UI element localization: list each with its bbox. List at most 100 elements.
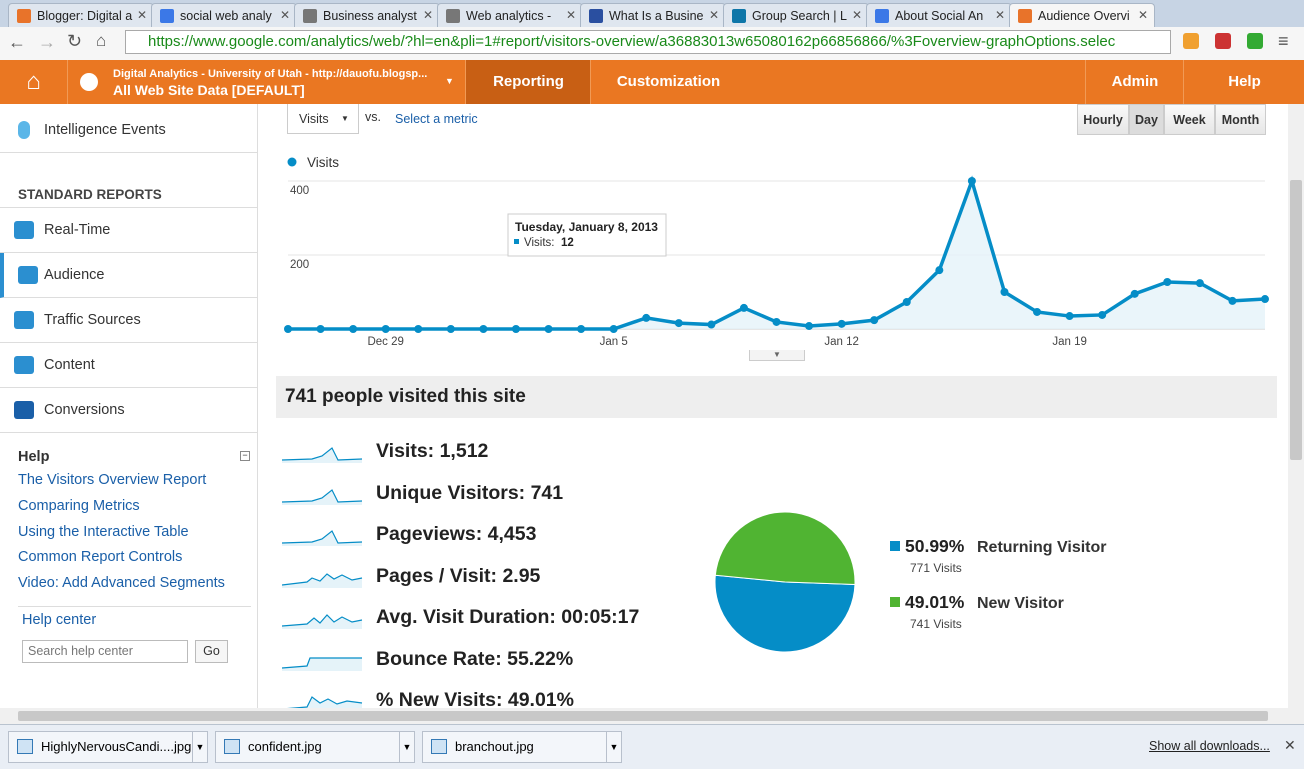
- account-name[interactable]: Digital Analytics - University of Utah -…: [113, 68, 428, 80]
- item-icon: [14, 221, 34, 239]
- extension-icon[interactable]: [1215, 33, 1231, 49]
- help-title: Help: [18, 449, 50, 465]
- tab-close[interactable]: ✕: [708, 8, 719, 22]
- nav-item[interactable]: Admin: [1085, 60, 1184, 104]
- help-link[interactable]: Common Report Controls: [18, 549, 183, 566]
- metric-text: Pages / Visit: 2.95: [376, 564, 541, 587]
- go-button[interactable]: Go: [195, 640, 228, 663]
- tab-favicon: [303, 9, 317, 23]
- back-button[interactable]: ←: [8, 32, 26, 52]
- sidebar-item[interactable]: Content: [0, 343, 257, 388]
- browser-tab[interactable]: Business analyst ✕: [294, 3, 440, 27]
- file-icon: [431, 739, 447, 754]
- sidebar-item[interactable]: Real-Time: [0, 208, 257, 253]
- granularity-button[interactable]: Day: [1129, 104, 1164, 135]
- sidebar-item[interactable]: Traffic Sources: [0, 298, 257, 343]
- search-input[interactable]: Search help center: [22, 640, 188, 663]
- download-menu[interactable]: ▼: [606, 732, 621, 762]
- home-button[interactable]: ⌂: [96, 31, 107, 50]
- item-icon: [14, 401, 34, 419]
- browser-tab[interactable]: Audience Overvi ✕: [1009, 3, 1155, 27]
- close-downloads[interactable]: ✕: [1284, 737, 1296, 753]
- globe-icon: [80, 73, 98, 91]
- metric-text: Avg. Visit Duration: 00:05:17: [376, 606, 640, 628]
- tab-title: social web analy: [180, 9, 272, 23]
- browser-tab[interactable]: Web analytics - ✕: [437, 3, 583, 27]
- granularity-button[interactable]: Week: [1164, 104, 1215, 135]
- item-icon: [14, 311, 34, 329]
- metric-row: % New Visits: 49.01%: [282, 686, 702, 708]
- extension-icon[interactable]: [1183, 33, 1199, 49]
- nav-item[interactable]: Help: [1183, 60, 1304, 104]
- sidebar-item[interactable]: Audience: [0, 253, 257, 298]
- sidebar-item[interactable]: Conversions: [0, 388, 257, 433]
- metric-text: Bounce Rate: 55.22%: [376, 647, 574, 670]
- tab-close[interactable]: ✕: [136, 8, 147, 22]
- help-link[interactable]: Using the Interactive Table: [18, 523, 189, 540]
- tab-favicon: [875, 9, 889, 23]
- item-label: Intelligence Events: [44, 122, 166, 138]
- metric-select[interactable]: Visits ▼: [287, 104, 359, 134]
- file-name: HighlyNervousCandi....jpg: [41, 739, 192, 754]
- tab-title: Group Search | L: [752, 9, 847, 23]
- menu-button[interactable]: ≡: [1278, 31, 1289, 51]
- divider: [0, 207, 257, 208]
- tab-title: What Is a Busine: [609, 9, 704, 23]
- nav-item[interactable]: Customization: [590, 60, 746, 104]
- tab-close[interactable]: ✕: [422, 8, 433, 22]
- scroll-thumb[interactable]: [1290, 180, 1302, 460]
- download-item[interactable]: HighlyNervousCandi....jpg ▼: [8, 731, 208, 763]
- address-bar[interactable]: https://www.google.com/analytics/web/?hl…: [125, 30, 1171, 54]
- tab-close[interactable]: ✕: [279, 8, 290, 22]
- browser-tab[interactable]: What Is a Busine ✕: [580, 3, 726, 27]
- granularity-button[interactable]: Month: [1215, 104, 1266, 135]
- show-all-downloads[interactable]: Show all downloads...: [1149, 739, 1270, 753]
- browser-tab[interactable]: Group Search | L ✕: [723, 3, 869, 27]
- browser-tab[interactable]: social web analy ✕: [151, 3, 297, 27]
- tab-close[interactable]: ✕: [565, 8, 576, 22]
- profile-name[interactable]: All Web Site Data [DEFAULT]: [113, 82, 305, 98]
- scroll-thumb[interactable]: [18, 711, 1268, 721]
- item-label: Traffic Sources: [44, 312, 141, 328]
- metric-text: Pageviews: 4,453: [376, 523, 537, 545]
- tab-close[interactable]: ✕: [1137, 8, 1148, 22]
- tab-favicon: [589, 9, 603, 23]
- collapse-icon[interactable]: −: [240, 451, 250, 461]
- tab-close[interactable]: ✕: [851, 8, 862, 22]
- item-icon: [18, 266, 38, 284]
- metric-row: Visits: 1,512: [282, 437, 702, 467]
- home-icon[interactable]: ⌂: [0, 60, 68, 104]
- sidebar-item[interactable]: Intelligence Events: [0, 108, 257, 153]
- help-link[interactable]: The Visitors Overview Report: [18, 472, 207, 488]
- help-center-link[interactable]: Help center: [22, 612, 97, 628]
- download-item[interactable]: branchout.jpg ▼: [422, 731, 622, 763]
- extension-icon[interactable]: [1247, 33, 1263, 49]
- browser-tab[interactable]: About Social An ✕: [866, 3, 1012, 27]
- metric-row: Bounce Rate: 55.22%: [282, 645, 702, 675]
- help-link[interactable]: Comparing Metrics: [18, 497, 140, 514]
- download-menu[interactable]: ▼: [192, 732, 207, 762]
- browser-tab[interactable]: Blogger: Digital a ✕: [8, 3, 154, 27]
- tab-title: Business analyst: [323, 9, 417, 23]
- tab-close[interactable]: ✕: [994, 8, 1005, 22]
- tab-favicon: [17, 9, 31, 23]
- chart-toggle[interactable]: ▼: [749, 350, 805, 361]
- metric-text: Unique Visitors: 741: [376, 481, 564, 504]
- vertical-scrollbar[interactable]: [1288, 104, 1304, 708]
- summary-bar: [276, 376, 1277, 418]
- granularity-button[interactable]: Hourly: [1077, 104, 1129, 135]
- url-text: https://www.google.com/analytics/web/?hl…: [148, 33, 1116, 50]
- sparkline: [282, 530, 363, 546]
- metric-text: % New Visits: 49.01%: [376, 689, 574, 708]
- forward-button[interactable]: →: [38, 32, 56, 52]
- help-link[interactable]: Video: Add Advanced Segments: [18, 575, 225, 592]
- download-menu[interactable]: ▼: [399, 732, 414, 762]
- tab-title: Audience Overvi: [1038, 9, 1130, 23]
- metric-row: Pages / Visit: 2.95: [282, 562, 702, 592]
- dropdown-arrow[interactable]: ▼: [445, 76, 454, 86]
- download-item[interactable]: confident.jpg ▼: [215, 731, 415, 763]
- horizontal-scrollbar[interactable]: [0, 708, 1304, 724]
- nav-item[interactable]: Reporting: [465, 60, 591, 104]
- reload-button[interactable]: ↻: [67, 31, 83, 51]
- select-metric-link[interactable]: Select a metric: [395, 112, 478, 126]
